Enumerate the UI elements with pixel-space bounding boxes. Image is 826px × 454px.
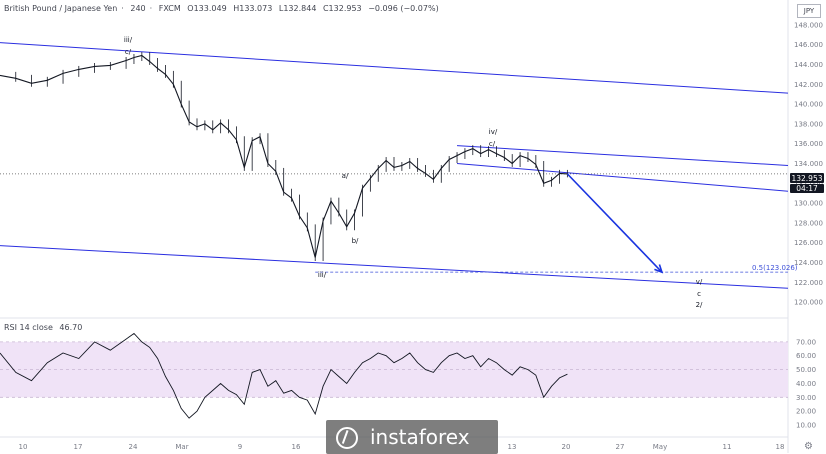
channel-upper-inner[interactable] [457,145,789,166]
rsi-tick-label: 60.00 [796,352,816,360]
time-tick-label: 9 [238,443,242,451]
countdown-tag-bg [790,184,824,193]
channel-lower-inner[interactable] [456,162,789,192]
rsi-tick-label: 10.00 [796,422,816,430]
time-tick-label: 16 [292,443,301,451]
time-tick-label: Mar [175,443,188,451]
rsi-series [0,332,568,419]
channel-lower-outer[interactable] [0,245,789,289]
legend-header: British Pound / Japanese Yen · 240 · FXCM … [4,4,443,13]
price-tick-label: 138.000 [794,120,823,128]
time-axis[interactable]: 10 17 24 Mar 9 16 13 20 27 May 11 18 [19,443,785,451]
rsi-tick-label: 20.00 [796,408,816,416]
rsi-value: 46.70 [59,323,83,332]
separator: · [121,4,124,13]
price-tag-bg [790,173,824,183]
projection-arrow[interactable] [566,173,663,273]
price-tick-label: 132.000 [794,180,823,188]
fib-label: 0.5(123.026) [752,264,798,272]
price-tick-label: 140.000 [794,101,823,109]
price-tick-label: 130.000 [794,200,823,208]
price-tick-label: 134.000 [794,160,823,168]
price-tick-label: 122.000 [794,279,823,287]
gear-icon[interactable]: ⚙ [804,441,813,452]
high-value: H133.073 [233,4,273,13]
interval[interactable]: 240 [130,4,146,13]
low-value: L132.844 [278,4,317,13]
time-tick-label: 18 [776,443,785,451]
price-tick-label: 148.000 [794,21,823,29]
price-tick-label: 142.000 [794,81,823,89]
wave-label: 2/ [696,301,703,309]
time-tick-label: 17 [74,443,83,451]
wave-label: v/ [696,278,703,286]
logo-icon [336,427,358,449]
instaforex-logo: instaforex [326,420,498,454]
rsi-tick-label: 40.00 [796,380,816,388]
close-value: C132.953 [322,4,362,13]
price-tick-label: 144.000 [794,61,823,69]
time-tick-label: 11 [723,443,732,451]
wave-label: c/ [125,48,132,56]
logo-text: instaforex [370,425,470,449]
source: FXCM [158,4,181,13]
price-tick-label: 124.000 [794,259,823,267]
time-tick-label: 27 [616,443,625,451]
price-tick-label: 146.000 [794,41,823,49]
price-tick-label: 136.000 [794,140,823,148]
rsi-legend: RSI 14 close 46.70 [4,323,86,332]
time-tick-label: 20 [562,443,571,451]
price-axis[interactable]: 120.000 122.000 124.000 126.000 128.000 130.0… [794,21,823,306]
separator: · [149,4,153,13]
wave-label: c/ [489,140,496,148]
wave-label: b/ [352,237,359,245]
channel-upper-outer[interactable] [0,42,789,94]
symbol-name[interactable]: British Pound / Japanese Yen [4,4,118,13]
wave-label: a/ [342,172,349,180]
projection-arrow-head[interactable] [654,264,664,274]
wave-label: iii/ [124,36,133,44]
rsi-tick-label: 70.00 [796,338,816,346]
time-tick-label: 13 [508,443,517,451]
countdown-tag: 04:17 [796,184,818,193]
currency-label[interactable]: JPY [797,4,821,18]
price-series [0,52,568,262]
price-tick-label: 126.000 [794,239,823,247]
rsi-line [0,332,568,419]
change-value: −0.096 (−0.07%) [368,4,439,13]
price-tag: 132.953 [791,174,822,183]
time-tick-label: 24 [129,443,138,451]
rsi-axis[interactable]: 10.00 20.00 30.00 40.00 50.00 60.00 70.00 [0,338,816,430]
overlays[interactable] [566,173,664,274]
time-tick-label: 10 [19,443,28,451]
rsi-name[interactable]: RSI 14 close [4,323,53,332]
price-tick-label: 128.000 [794,219,823,227]
rsi-tick-label: 30.00 [796,394,816,402]
wave-label: c [697,290,701,298]
price-tick-label: 120.000 [794,299,823,307]
wave-labels: iii/c/iv/c/a/b/iii/v/c 2/ [124,36,703,309]
rsi-band [0,341,788,398]
wave-label: iii/ [318,271,327,279]
channel-lines[interactable] [0,42,789,289]
wave-label: iv/ [489,128,498,136]
rsi-tick-label: 50.00 [796,366,816,374]
open-value: O133.049 [187,4,227,13]
time-tick-label: May [653,443,667,451]
